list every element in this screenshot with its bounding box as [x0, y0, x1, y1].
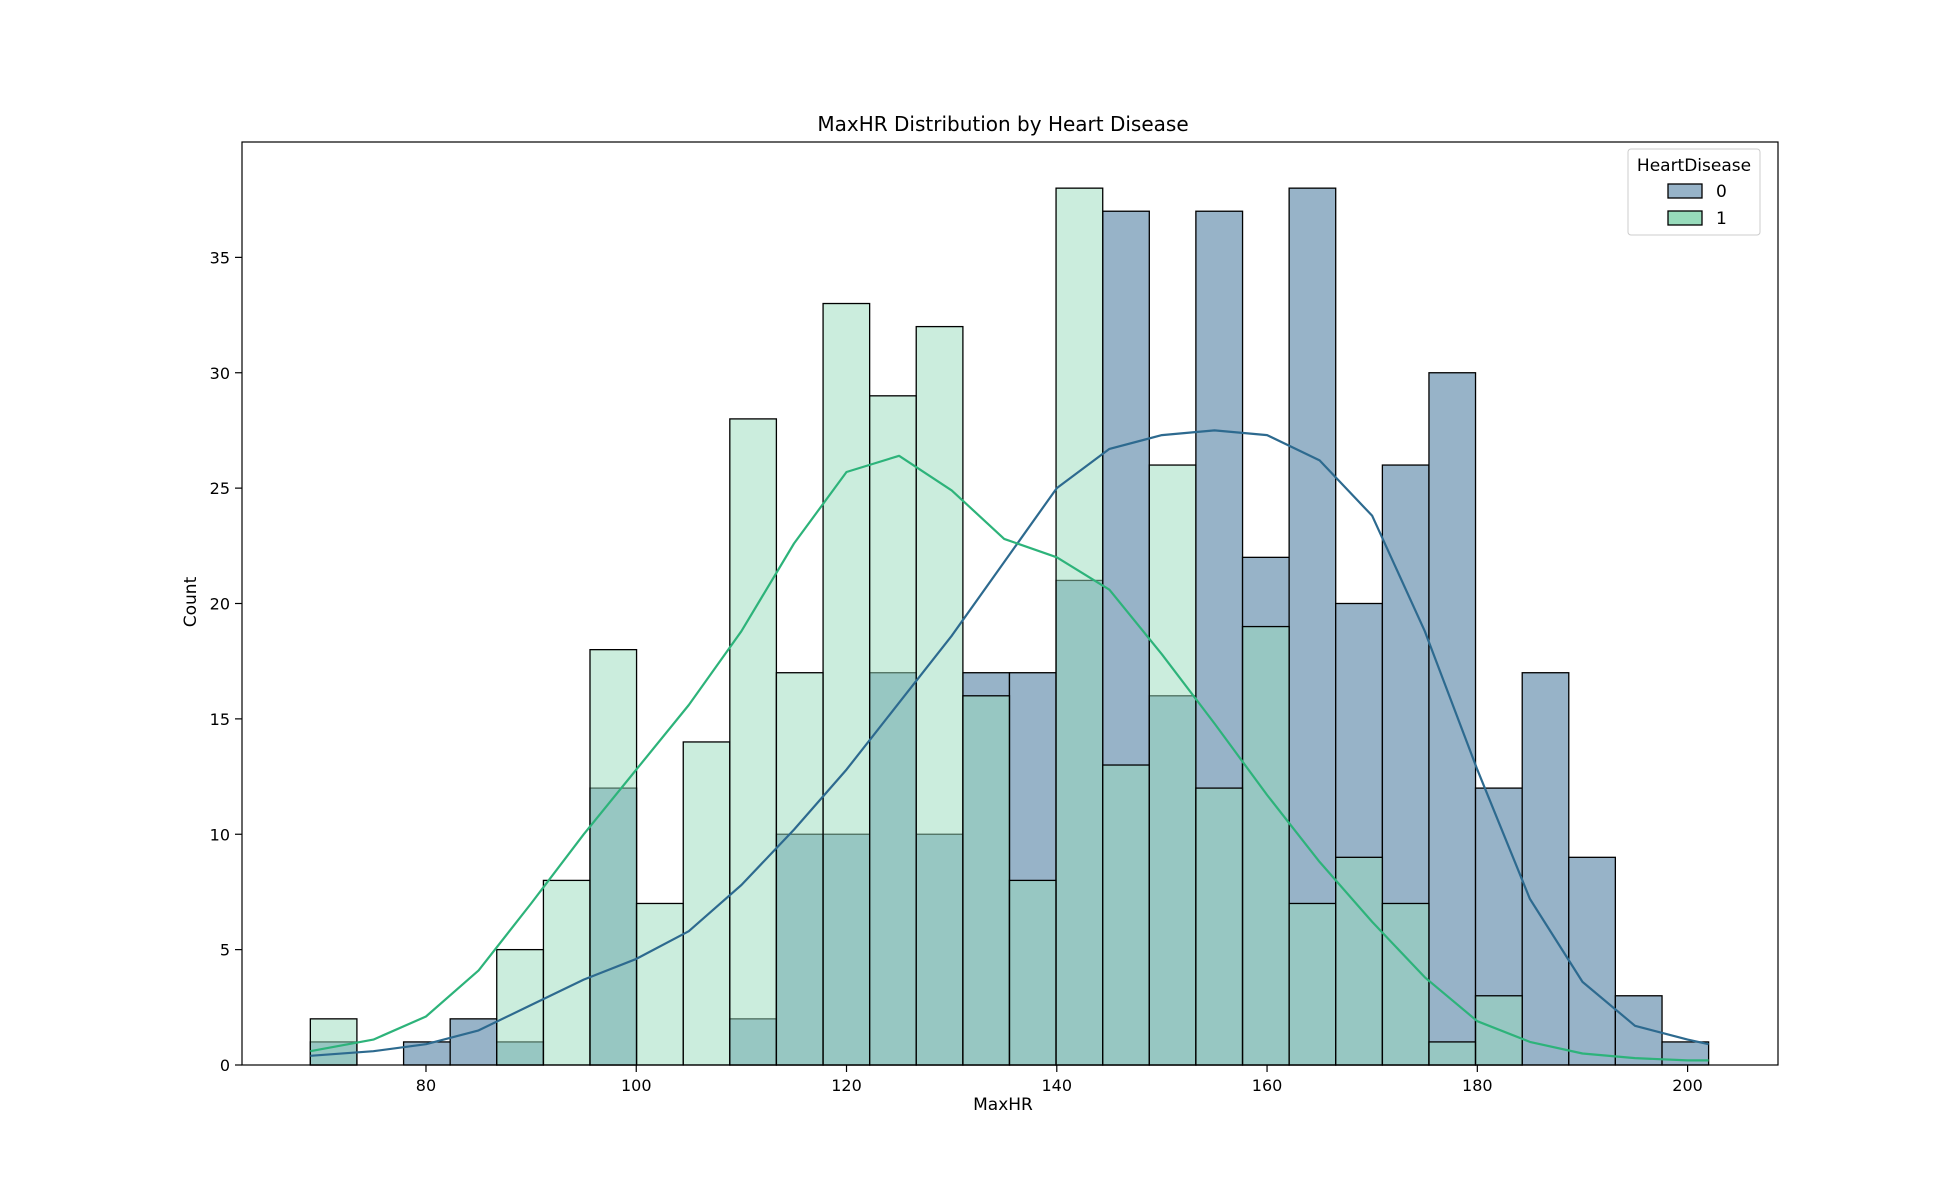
bar-series-1-bin-7: [635, 902, 684, 1066]
bar-series-1-bin-9: [729, 418, 778, 1066]
x-tick-label: 160: [1252, 1076, 1283, 1095]
x-tick-label: 120: [831, 1076, 862, 1095]
bar-series-1-bin-19: [1195, 787, 1244, 1066]
x-tick-label: 100: [621, 1076, 652, 1095]
bar-series-1-bin-17: [1102, 764, 1150, 1066]
bar-series-1-bin-6: [589, 649, 638, 1066]
bar-series-0-bin-27: [1568, 856, 1617, 1066]
x-tick-label: 80: [416, 1076, 436, 1095]
kde-layer: [310, 429, 1709, 1062]
y-tick-label: 25: [210, 479, 230, 498]
bar-series-1-bin-8: [682, 741, 731, 1066]
bar-series-1-bin-4: [496, 948, 545, 1066]
bars-layer: [309, 187, 1710, 1066]
kde-line-1: [310, 454, 1709, 1062]
bar-series-0-bin-24: [1428, 372, 1477, 1066]
bar-series-1-bin-14: [962, 695, 1011, 1066]
y-tick-label: 10: [210, 825, 230, 844]
legend: HeartDisease 0 1: [1627, 148, 1761, 236]
bar-series-1-bin-15: [1008, 879, 1057, 1066]
bar-series-1-bin-24: [1428, 1041, 1477, 1066]
y-tick-label: 0: [220, 1056, 230, 1075]
x-tick-label: 140: [1042, 1076, 1073, 1095]
bar-series-1-bin-13: [915, 325, 964, 1066]
bar-series-0-bin-29: [1661, 1041, 1710, 1066]
kde-line-0: [310, 429, 1709, 1057]
legend-swatch-0: [1667, 183, 1703, 199]
x-axis-label: MaxHR: [973, 1095, 1033, 1115]
legend-title: HeartDisease: [1637, 156, 1751, 176]
x-tick-label: 200: [1672, 1076, 1703, 1095]
bar-series-1-bin-10: [775, 672, 824, 1066]
y-tick-label: 30: [210, 364, 230, 383]
bar-series-0-bin-26: [1521, 672, 1570, 1066]
y-axis-label: Count: [181, 576, 201, 627]
legend-swatch-1: [1667, 210, 1703, 226]
y-tick-label: 35: [210, 248, 230, 267]
chart-title: MaxHR Distribution by Heart Disease: [817, 112, 1188, 136]
bar-series-1-bin-23: [1381, 902, 1430, 1066]
y-tick-label: 20: [210, 595, 230, 614]
bar-series-1-bin-5: [542, 879, 591, 1066]
bar-series-1-bin-21: [1288, 902, 1337, 1066]
bar-series-1-bin-18: [1148, 464, 1197, 1066]
bar-series-1-bin-11: [822, 302, 871, 1066]
y-tick-label: 5: [220, 941, 230, 960]
bar-series-1-bin-0: [309, 1018, 358, 1066]
legend-label-1: 1: [1716, 209, 1727, 229]
bar-series-1-bin-20: [1241, 625, 1290, 1066]
x-tick-label: 180: [1462, 1076, 1493, 1095]
bar-series-1-bin-16: [1055, 187, 1104, 1066]
legend-label-0: 0: [1716, 182, 1727, 202]
y-tick-label: 15: [210, 710, 230, 729]
bar-series-1-bin-22: [1335, 856, 1384, 1066]
